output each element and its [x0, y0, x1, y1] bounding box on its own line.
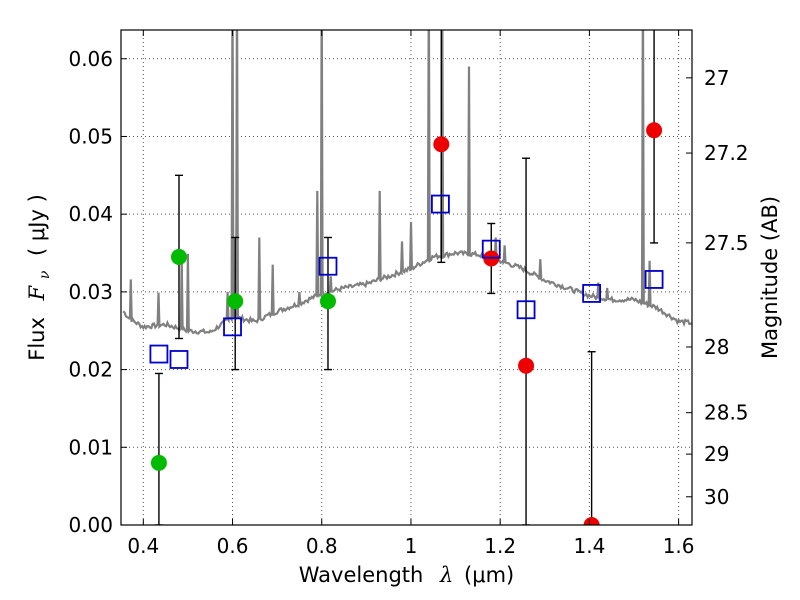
magnitude-axis-label: Magnitude (AB): [758, 196, 782, 359]
x-tick-label: 1.2: [484, 534, 516, 558]
mag-tick-label: 28: [704, 335, 729, 359]
x-tick-label: 1.4: [573, 534, 605, 558]
plot-frame: [120, 29, 693, 526]
x-tick-label: 1.6: [663, 534, 695, 558]
red-point: [518, 357, 535, 374]
axis-ticks: 0.4 0.6 0.8 1 1.2 1.4 1.6 0.00 0.01 0.02 0.03 0.04 0…: [68, 30, 749, 558]
green-point: [227, 293, 244, 310]
y-tick-label: 0.05: [68, 124, 113, 148]
model-square: [169, 350, 189, 369]
grid: [121, 30, 692, 526]
error-bars: [154, 30, 659, 525]
model-square: [149, 344, 169, 364]
mag-tick-label: 28.5: [704, 401, 749, 425]
spectrum-path: [122, 30, 692, 335]
red-point: [433, 136, 450, 153]
y-tick-label: 0.06: [68, 47, 113, 71]
red-point: [583, 517, 600, 525]
mag-tick-label: 27.2: [704, 141, 749, 165]
y-tick-label: 0.01: [68, 435, 113, 459]
model-square: [644, 270, 664, 289]
data-markers: [149, 122, 664, 525]
mag-tick-label: 27.5: [704, 231, 749, 255]
model-square: [318, 256, 338, 276]
mag-tick-label: 27: [704, 66, 729, 90]
x-tick-label: 0.6: [217, 534, 249, 558]
x-tick-label: 1: [405, 534, 418, 558]
x-tick-label: 0.4: [127, 534, 159, 558]
model-square: [481, 239, 501, 259]
green-point: [170, 248, 187, 265]
y-axis-label: Flux F ν ( μJy ): [25, 194, 54, 361]
red-point: [646, 122, 663, 139]
y-tick-label: 0.03: [68, 280, 113, 304]
mag-tick-label: 29: [704, 442, 729, 466]
green-point: [150, 454, 167, 471]
model-square: [223, 317, 242, 337]
y-tick-label: 0.02: [68, 358, 113, 382]
model-square: [431, 194, 450, 214]
x-tick-label: 0.8: [306, 534, 338, 558]
spectrum-line: [122, 30, 692, 335]
model-square: [516, 300, 536, 320]
model-square: [582, 284, 602, 303]
mag-tick-label: 30: [704, 485, 729, 509]
green-point: [319, 293, 336, 310]
y-tick-label: 0.00: [68, 513, 113, 537]
x-axis-label: Wavelength λ (μm): [299, 563, 514, 587]
y-tick-label: 0.04: [68, 202, 113, 226]
